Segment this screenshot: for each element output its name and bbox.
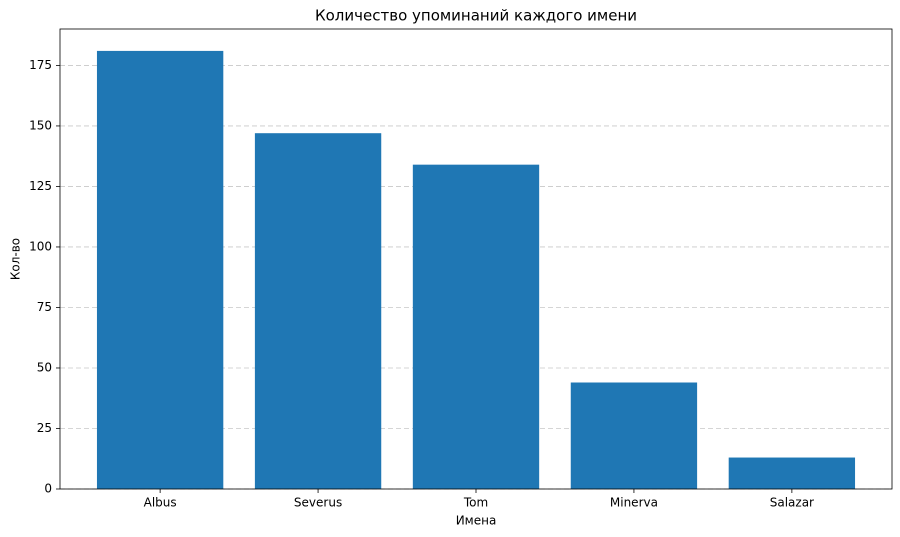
- x-axis-label: Имена: [456, 514, 497, 528]
- y-axis-label: Кол-во: [9, 238, 23, 280]
- y-tick-label: 150: [29, 118, 52, 132]
- plot-frame: [59, 28, 893, 490]
- y-tick-label: 175: [29, 58, 52, 72]
- bar: [728, 457, 856, 489]
- x-tick-label: Tom: [463, 496, 488, 510]
- y-tick-label: 75: [37, 300, 52, 314]
- bar: [96, 50, 224, 490]
- y-tick-label: 0: [44, 482, 52, 496]
- bar: [412, 164, 540, 489]
- x-tick-label: Severus: [294, 496, 342, 510]
- x-tick-label: Salazar: [770, 496, 814, 510]
- bar: [254, 133, 382, 489]
- y-tick-label: 100: [29, 239, 52, 253]
- chart-title: Количество упоминаний каждого имени: [315, 7, 637, 25]
- x-tick-label: Albus: [144, 496, 177, 510]
- y-tick-label: 50: [37, 360, 52, 374]
- bar: [570, 382, 698, 489]
- x-tick-label: Minerva: [610, 496, 658, 510]
- y-tick-label: 25: [37, 421, 52, 435]
- plot-area: 0 25 50 75 100 125 150 175 Albus Severus Tom Minerv…: [29, 50, 892, 510]
- y-tick-label: 125: [29, 179, 52, 193]
